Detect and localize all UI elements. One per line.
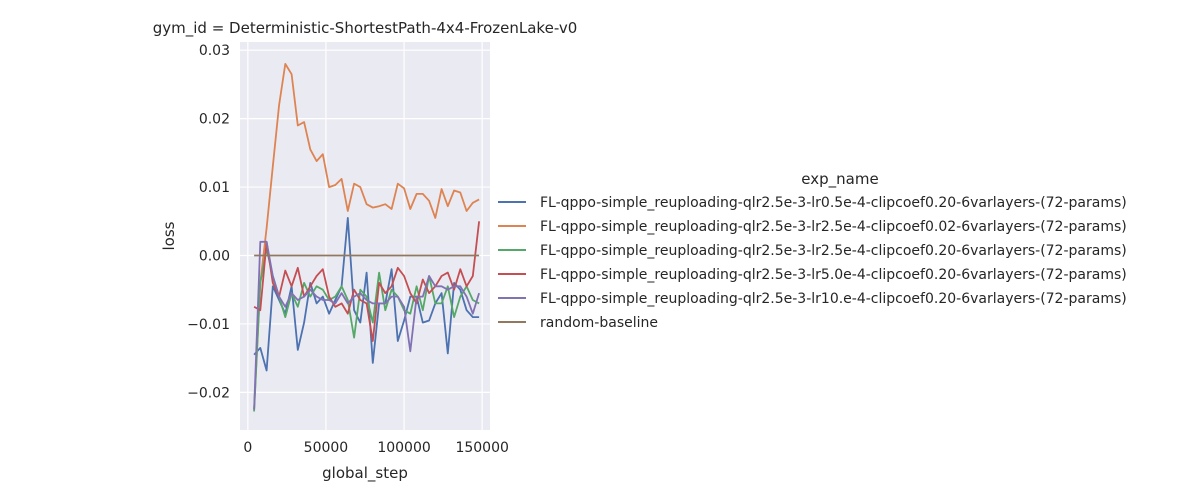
- plot-area: [240, 42, 490, 430]
- y-tick-label: −0.01: [187, 317, 230, 333]
- legend-item: FL-qppo-simple_reuploading-qlr2.5e-3-lr1…: [498, 291, 1127, 307]
- legend-item: FL-qppo-simple_reuploading-qlr2.5e-3-lr0…: [498, 195, 1127, 211]
- y-axis-label: loss: [160, 221, 178, 250]
- legend-item: FL-qppo-simple_reuploading-qlr2.5e-3-lr2…: [498, 243, 1127, 259]
- y-tick-label: 0.01: [199, 180, 230, 196]
- legend-label: FL-qppo-simple_reuploading-qlr2.5e-3-lr2…: [540, 219, 1127, 235]
- y-axis-ticks: −0.02 −0.01 0.00 0.01 0.02 0.03: [187, 43, 230, 401]
- chart-title: gym_id = Deterministic-ShortestPath-4x4-…: [153, 19, 578, 38]
- x-axis-label: global_step: [322, 464, 408, 483]
- legend-label: FL-qppo-simple_reuploading-qlr2.5e-3-lr2…: [540, 243, 1127, 259]
- y-tick-label: 0.02: [199, 112, 230, 128]
- series-line-5: [253, 240, 480, 410]
- legend-title: exp_name: [801, 170, 878, 189]
- legend-items: FL-qppo-simple_reuploading-qlr2.5e-3-lr0…: [498, 195, 1127, 331]
- legend-item: FL-qppo-simple_reuploading-qlr2.5e-3-lr5…: [498, 267, 1127, 283]
- legend-label: FL-qppo-simple_reuploading-qlr2.5e-3-lr5…: [540, 267, 1127, 283]
- legend-label: FL-qppo-simple_reuploading-qlr2.5e-3-lr0…: [540, 195, 1127, 211]
- x-axis-ticks: 0 50000 100000 150000: [243, 440, 509, 456]
- x-tick-label: 50000: [304, 440, 349, 456]
- y-tick-label: 0.00: [199, 249, 230, 265]
- legend-label: random-baseline: [540, 315, 658, 331]
- x-tick-label: 0: [243, 440, 252, 456]
- series-line-2: [253, 63, 480, 410]
- legend-item: random-baseline: [498, 315, 658, 331]
- y-tick-label: 0.03: [199, 43, 230, 59]
- legend-item: FL-qppo-simple_reuploading-qlr2.5e-3-lr2…: [498, 219, 1127, 235]
- series-lines: [253, 63, 480, 412]
- legend-label: FL-qppo-simple_reuploading-qlr2.5e-3-lr1…: [540, 291, 1127, 307]
- x-tick-label: 150000: [455, 440, 508, 456]
- series-line-4: [253, 221, 480, 342]
- y-tick-label: −0.02: [187, 385, 230, 401]
- x-tick-label: 100000: [377, 440, 430, 456]
- grid: [240, 42, 490, 430]
- legend: exp_name FL-qppo-simple_reuploading-qlr2…: [498, 170, 1127, 331]
